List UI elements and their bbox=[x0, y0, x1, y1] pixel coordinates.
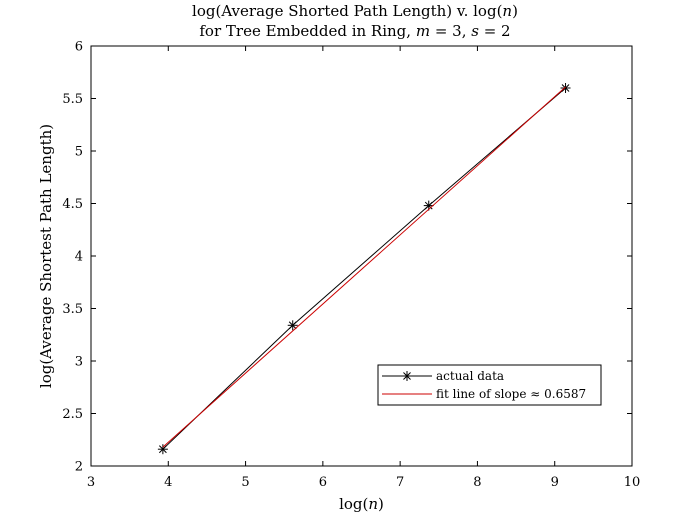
data-point-marker bbox=[423, 200, 434, 211]
data-point-marker bbox=[560, 83, 571, 93]
y-tick-label: 4.5 bbox=[62, 197, 83, 212]
y-tick-label: 2.5 bbox=[62, 407, 83, 422]
y-tick-label: 3.5 bbox=[62, 302, 83, 317]
y-tick-label: 6 bbox=[75, 40, 83, 55]
data-point-marker bbox=[287, 320, 298, 331]
x-tick-label: 6 bbox=[319, 475, 327, 490]
chart-title-line2: for Tree Embedded in Ring, m = 3, s = 2 bbox=[199, 22, 510, 40]
y-tick-label: 5 bbox=[75, 145, 83, 160]
data-point-marker bbox=[157, 444, 168, 455]
legend-asterisk bbox=[402, 371, 412, 381]
legend-label-actual-data: actual data bbox=[436, 369, 504, 383]
x-tick-label: 8 bbox=[473, 475, 481, 490]
x-tick-label: 10 bbox=[624, 475, 641, 490]
series-fit-line bbox=[162, 86, 566, 448]
series-layer bbox=[157, 83, 571, 455]
legend: actual data fit line of slope ≈ 0.6587 bbox=[377, 364, 602, 406]
y-tick-label: 4 bbox=[75, 250, 83, 265]
x-tick-label: 5 bbox=[241, 475, 249, 490]
x-tick-label: 7 bbox=[396, 475, 404, 490]
legend-marker-asterisk bbox=[402, 371, 412, 381]
x-tick-label: 9 bbox=[551, 475, 559, 490]
y-tick-label: 3 bbox=[75, 355, 83, 370]
legend-label-fit-line: fit line of slope ≈ 0.6587 bbox=[436, 387, 586, 401]
x-tick-label: 4 bbox=[164, 475, 172, 490]
x-tick-label: 3 bbox=[87, 475, 95, 490]
y-axis-label: log(Average Shortest Path Length) bbox=[37, 124, 55, 388]
y-tick-label: 5.5 bbox=[62, 92, 83, 107]
chart-title-line1: log(Average Shorted Path Length) v. log(… bbox=[192, 2, 518, 20]
y-tick-label: 2 bbox=[75, 460, 83, 475]
x-axis-label: log(n) bbox=[339, 495, 384, 513]
legend-box bbox=[377, 364, 602, 406]
axis-ticks: 3 4 5 6 7 8 9 10 2 2.5 3 3.5 4 4.5 5 5.5 6 bbox=[62, 40, 640, 491]
series-actual-data-line bbox=[162, 87, 566, 450]
